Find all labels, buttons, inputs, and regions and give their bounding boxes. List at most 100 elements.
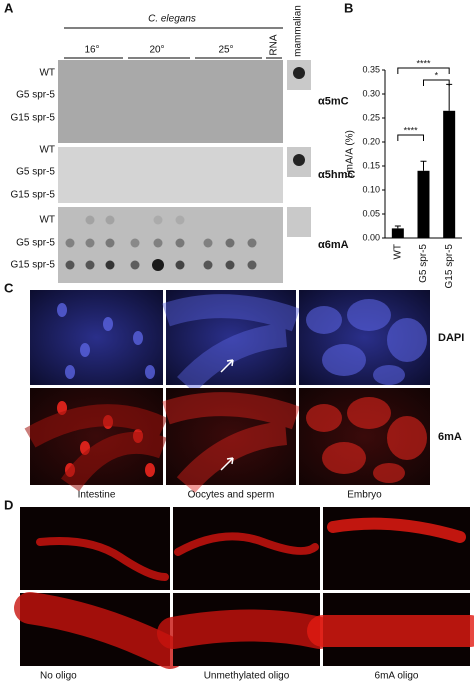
row-label: G15 spr-5 [11, 190, 56, 201]
mammalian-dot [293, 67, 305, 79]
micrograph [166, 388, 296, 485]
panel-label: D [4, 497, 13, 512]
significance-bracket [423, 79, 450, 86]
blot-dot [105, 238, 115, 248]
blot-dot [85, 238, 95, 248]
row-label: G15 spr-5 [11, 113, 56, 124]
blot-dot [203, 238, 213, 248]
blot-dot [225, 238, 235, 248]
embryo-nucleus [322, 442, 366, 474]
bar [417, 170, 430, 238]
row-label: G5 spr-5 [16, 167, 55, 178]
antibody-label: α5hmC [318, 169, 355, 181]
row-label: WT [39, 145, 55, 156]
mammalian-membrane [287, 207, 311, 237]
blot-membrane [58, 207, 283, 283]
blot-dot [153, 215, 163, 225]
y-tick-label: 0.35 [362, 64, 380, 74]
blot-dot [85, 260, 95, 270]
significance-bracket [397, 67, 450, 74]
significance-label: **** [416, 58, 431, 68]
row-label: WT [39, 215, 55, 226]
row-label: G5 spr-5 [16, 238, 55, 249]
nucleus [65, 365, 75, 379]
blot-dot [105, 260, 115, 270]
y-tick-label: 0.20 [362, 136, 380, 146]
blot-dot [130, 260, 140, 270]
column-label: Embryo [347, 490, 382, 501]
micrograph [166, 290, 296, 385]
x-tick-label: G15 spr-5 [444, 244, 455, 289]
blot-dot [203, 260, 213, 270]
temperature-label: 16° [84, 45, 99, 56]
blot-dot [65, 260, 75, 270]
blot-dot [105, 215, 115, 225]
blot-dot [65, 238, 75, 248]
blot-dot [175, 260, 185, 270]
significance-bracket [397, 134, 424, 141]
arrow [220, 457, 234, 471]
nucleus [80, 343, 90, 357]
y-tick-label: 0.10 [362, 184, 380, 194]
embryo-nucleus [347, 397, 391, 429]
species-label: C. elegans [148, 14, 196, 25]
gonad [162, 294, 301, 394]
stain-label: DAPI [438, 332, 464, 344]
nucleus [57, 303, 67, 317]
embryo-nucleus [347, 299, 391, 331]
temperature-label: 25° [218, 45, 233, 56]
y-tick-label: 0.15 [362, 160, 380, 170]
antibody-label: α5mC [318, 95, 349, 107]
significance-label: **** [404, 125, 419, 135]
worm [24, 404, 168, 492]
temperature-label: 20° [149, 45, 164, 56]
bar [391, 228, 404, 238]
embryo-nucleus [306, 306, 342, 334]
column-label: No oligo [40, 671, 77, 682]
blot-dot [175, 238, 185, 248]
error-bar [446, 83, 453, 111]
panel-label: A [4, 0, 14, 15]
gonad [162, 392, 301, 493]
y-tick-label: 0.05 [362, 208, 380, 218]
blot-dot [130, 238, 140, 248]
embryo-nucleus [387, 416, 427, 460]
error-bar [420, 160, 427, 171]
worm-closeup [14, 592, 186, 669]
x-tick-label: WT [392, 244, 403, 260]
worm [36, 537, 169, 581]
panel-label: C [4, 280, 14, 295]
blot-membrane [58, 60, 283, 143]
mammalian-label: mammalian [293, 5, 304, 57]
y-tick-label: 0.30 [362, 88, 380, 98]
row-label: G5 spr-5 [16, 90, 55, 101]
error-bar [394, 225, 401, 229]
blot-dot [175, 215, 185, 225]
panel-label: B [344, 0, 353, 15]
mammalian-dot [293, 154, 305, 166]
stain-label: 6mA [438, 431, 462, 443]
nucleus [145, 365, 155, 379]
blot-dot [247, 238, 257, 248]
bar [443, 110, 456, 238]
column-label: Oocytes and sperm [188, 490, 275, 501]
row-label: G15 spr-5 [11, 260, 56, 271]
worm-closeup [157, 609, 336, 649]
blot-dot [152, 259, 164, 271]
y-axis-label: 6mA/A (%) [345, 130, 356, 178]
blot-dot [225, 260, 235, 270]
micrograph [30, 290, 163, 385]
significance-label: * [435, 70, 439, 80]
blot-dot [247, 260, 257, 270]
nucleus [133, 331, 143, 345]
nucleus [145, 463, 155, 477]
worm [327, 517, 466, 543]
column-label: 6mA oligo [375, 671, 419, 682]
embryo-nucleus [373, 463, 405, 483]
y-tick-label: 0.25 [362, 112, 380, 122]
embryo-nucleus [373, 365, 405, 385]
rna-label: RNA [269, 34, 280, 55]
worm [174, 532, 319, 556]
embryo-nucleus [306, 404, 342, 432]
